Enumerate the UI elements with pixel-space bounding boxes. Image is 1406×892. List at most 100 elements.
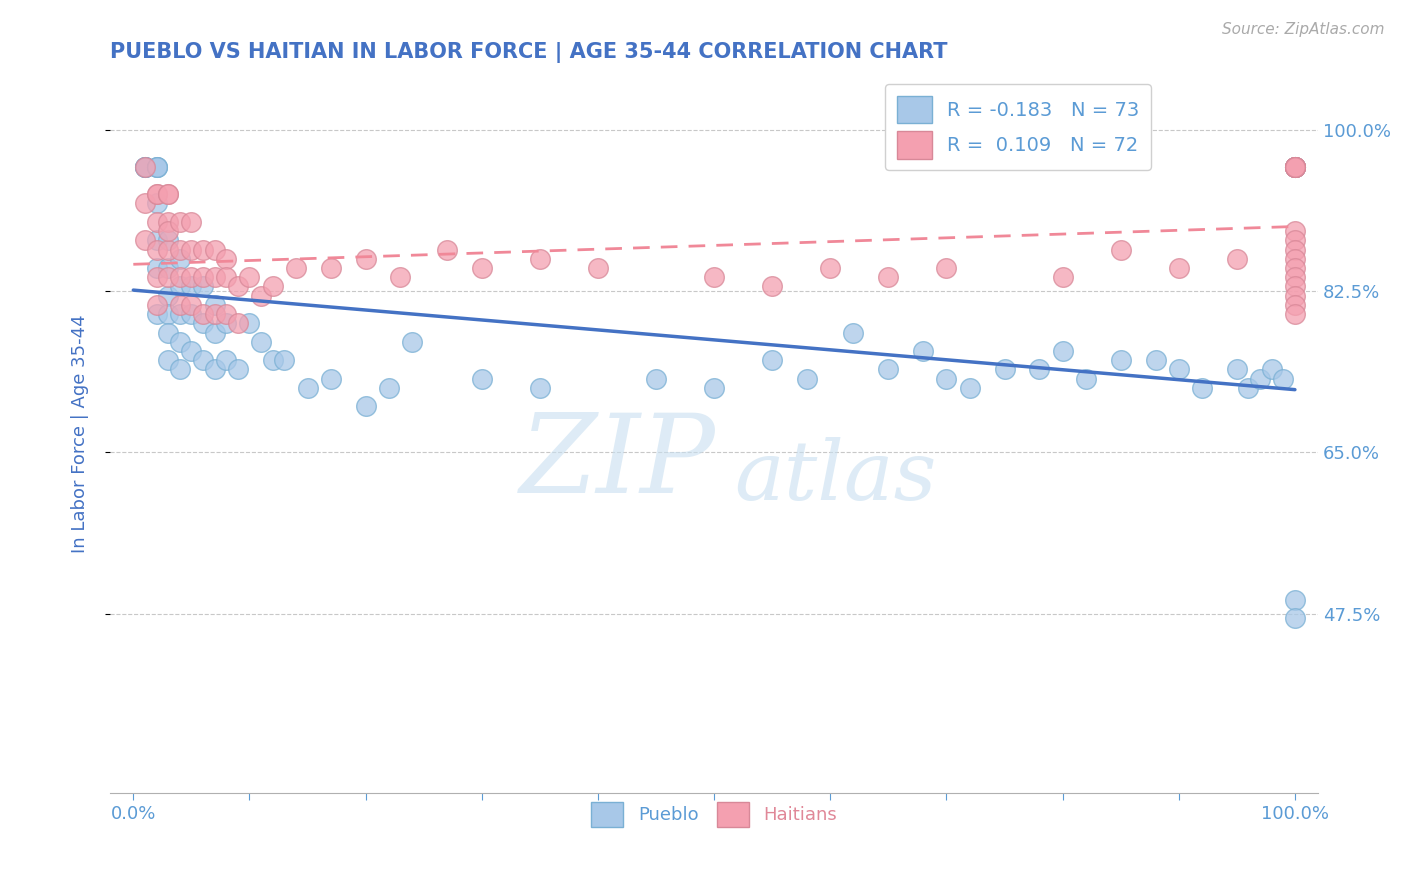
Point [1284, 160, 1306, 174]
Point [319, 371, 342, 385]
Point [157, 233, 180, 247]
Point [1284, 160, 1306, 174]
Point [215, 270, 238, 285]
Point [262, 353, 284, 368]
Point [169, 279, 191, 293]
Point [145, 233, 167, 247]
Point [169, 243, 191, 257]
Point [529, 252, 551, 266]
Point [1167, 362, 1189, 376]
Point [1284, 611, 1306, 625]
Point [226, 316, 249, 330]
Point [436, 243, 458, 257]
Point [215, 316, 238, 330]
Point [471, 260, 494, 275]
Point [761, 279, 783, 293]
Point [1284, 160, 1306, 174]
Point [180, 298, 202, 312]
Point [820, 260, 842, 275]
Point [284, 260, 307, 275]
Point [1144, 353, 1167, 368]
Point [1284, 160, 1306, 174]
Point [180, 215, 202, 229]
Point [180, 343, 202, 358]
Point [145, 243, 167, 257]
Point [1284, 160, 1306, 174]
Point [215, 307, 238, 321]
Point [1249, 371, 1271, 385]
Point [250, 288, 273, 302]
Point [796, 371, 818, 385]
Point [297, 381, 319, 395]
Point [191, 279, 214, 293]
Point [1191, 381, 1213, 395]
Point [1284, 592, 1306, 607]
Point [1074, 371, 1097, 385]
Point [1028, 362, 1050, 376]
Point [645, 371, 668, 385]
Point [586, 260, 609, 275]
Point [169, 298, 191, 312]
Point [1226, 362, 1249, 376]
Point [1284, 288, 1306, 302]
Text: Source: ZipAtlas.com: Source: ZipAtlas.com [1222, 22, 1385, 37]
Point [262, 279, 284, 293]
Point [204, 362, 226, 376]
Point [401, 334, 423, 349]
Point [1284, 298, 1306, 312]
Point [1284, 160, 1306, 174]
Point [703, 381, 725, 395]
Text: ZIP: ZIP [520, 409, 716, 516]
Point [1284, 260, 1306, 275]
Point [157, 353, 180, 368]
Point [134, 160, 156, 174]
Legend: Pueblo, Haitians: Pueblo, Haitians [583, 795, 845, 835]
Point [169, 362, 191, 376]
Point [935, 371, 957, 385]
Point [877, 362, 900, 376]
Point [145, 187, 167, 202]
Point [134, 196, 156, 211]
Point [191, 243, 214, 257]
Point [191, 316, 214, 330]
Point [145, 160, 167, 174]
Point [180, 307, 202, 321]
Point [134, 160, 156, 174]
Point [273, 353, 295, 368]
Text: atlas: atlas [734, 437, 936, 517]
Point [145, 215, 167, 229]
Point [157, 187, 180, 202]
Point [761, 353, 783, 368]
Point [1167, 260, 1189, 275]
Point [134, 160, 156, 174]
Point [169, 334, 191, 349]
Point [319, 260, 342, 275]
Point [471, 371, 494, 385]
Point [157, 243, 180, 257]
Point [959, 381, 981, 395]
Text: PUEBLO VS HAITIAN IN LABOR FORCE | AGE 35-44 CORRELATION CHART: PUEBLO VS HAITIAN IN LABOR FORCE | AGE 3… [110, 42, 948, 62]
Point [842, 326, 865, 340]
Point [226, 279, 249, 293]
Point [1237, 381, 1260, 395]
Point [1284, 233, 1306, 247]
Point [993, 362, 1015, 376]
Point [1284, 160, 1306, 174]
Point [145, 307, 167, 321]
Point [191, 270, 214, 285]
Point [1284, 270, 1306, 285]
Point [145, 196, 167, 211]
Point [157, 326, 180, 340]
Point [204, 298, 226, 312]
Point [1284, 224, 1306, 238]
Point [169, 215, 191, 229]
Point [1260, 362, 1282, 376]
Point [389, 270, 412, 285]
Point [134, 160, 156, 174]
Point [378, 381, 401, 395]
Point [169, 270, 191, 285]
Point [1284, 160, 1306, 174]
Point [145, 160, 167, 174]
Point [145, 270, 167, 285]
Point [354, 252, 377, 266]
